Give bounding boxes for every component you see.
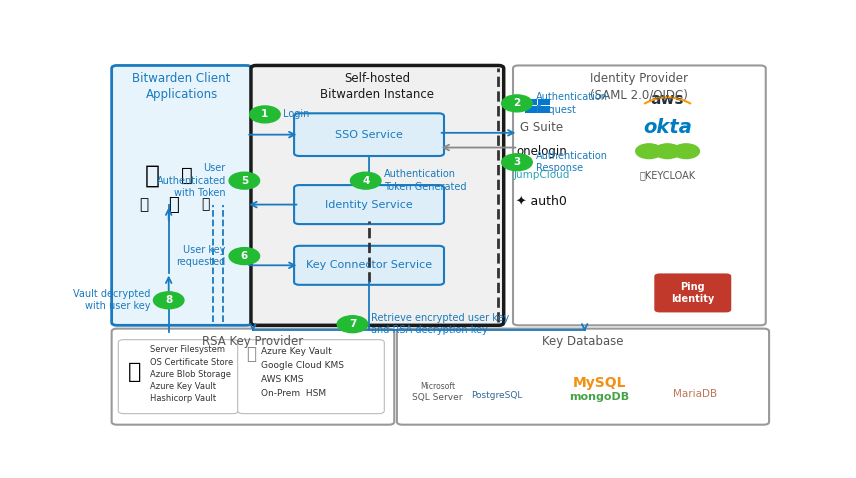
- FancyBboxPatch shape: [538, 106, 550, 113]
- Circle shape: [502, 95, 532, 112]
- Text: On-Prem  HSM: On-Prem HSM: [261, 389, 326, 398]
- FancyBboxPatch shape: [294, 113, 444, 156]
- FancyBboxPatch shape: [513, 65, 766, 326]
- Text: 📱: 📱: [139, 197, 148, 212]
- Text: Key Connector Service: Key Connector Service: [306, 261, 432, 271]
- Text: Microsoft: Microsoft: [419, 382, 455, 391]
- FancyBboxPatch shape: [525, 98, 537, 105]
- Circle shape: [502, 154, 532, 171]
- Text: Azure Key Vault: Azure Key Vault: [261, 348, 331, 356]
- Text: 1: 1: [261, 109, 269, 120]
- Text: okta: okta: [643, 118, 692, 137]
- Text: PostgreSQL: PostgreSQL: [472, 391, 523, 401]
- FancyBboxPatch shape: [251, 65, 503, 326]
- Text: 4: 4: [362, 175, 370, 185]
- FancyBboxPatch shape: [654, 273, 731, 313]
- FancyBboxPatch shape: [525, 106, 537, 113]
- Text: User key
requested: User key requested: [176, 245, 226, 267]
- Text: AWS KMS: AWS KMS: [261, 375, 303, 384]
- FancyBboxPatch shape: [294, 185, 444, 224]
- Text: Server Filesystem: Server Filesystem: [150, 346, 225, 355]
- Text: ✦ auth0: ✦ auth0: [516, 195, 567, 207]
- FancyBboxPatch shape: [397, 328, 769, 424]
- Text: SQL Server: SQL Server: [412, 393, 462, 402]
- Text: Bitwarden Client
Applications: Bitwarden Client Applications: [133, 72, 231, 101]
- Text: Azure Key Vault: Azure Key Vault: [150, 382, 216, 391]
- Text: 💻: 💻: [181, 166, 193, 185]
- Text: Vault decrypted
with user key: Vault decrypted with user key: [73, 289, 150, 312]
- Text: Identity Service: Identity Service: [325, 200, 413, 209]
- Text: aws: aws: [651, 92, 684, 107]
- Text: Azure Blob Storage: Azure Blob Storage: [150, 370, 231, 379]
- FancyBboxPatch shape: [238, 340, 384, 413]
- FancyBboxPatch shape: [538, 98, 550, 105]
- Text: 7: 7: [348, 319, 356, 329]
- Circle shape: [229, 172, 259, 189]
- Text: SSO Service: SSO Service: [335, 130, 403, 140]
- Text: 🏅: 🏅: [128, 362, 141, 382]
- Text: 📱: 📱: [201, 197, 210, 212]
- FancyBboxPatch shape: [118, 340, 238, 413]
- Text: G Suite: G Suite: [520, 121, 563, 134]
- Text: mongoDB: mongoDB: [569, 391, 629, 402]
- Text: Hashicorp Vault: Hashicorp Vault: [150, 394, 217, 403]
- Text: RSA Key Provider: RSA Key Provider: [202, 335, 304, 348]
- Text: 3: 3: [514, 157, 520, 167]
- Text: 6: 6: [241, 251, 248, 261]
- FancyBboxPatch shape: [294, 246, 444, 285]
- Text: onelogin: onelogin: [516, 145, 567, 158]
- Text: Retrieve encrypted user key
and RSA decryption key: Retrieve encrypted user key and RSA decr…: [371, 313, 509, 336]
- Circle shape: [636, 144, 663, 159]
- Text: 2: 2: [514, 98, 520, 109]
- Text: OS Certificate Store: OS Certificate Store: [150, 358, 234, 367]
- Circle shape: [654, 144, 681, 159]
- Text: Authentication
Response: Authentication Response: [536, 151, 608, 174]
- Circle shape: [229, 248, 259, 265]
- Text: Google Cloud KMS: Google Cloud KMS: [261, 361, 344, 370]
- Text: 8: 8: [165, 295, 172, 305]
- Circle shape: [673, 144, 699, 159]
- Text: 5: 5: [241, 175, 248, 185]
- Text: Login: Login: [283, 109, 310, 120]
- Circle shape: [153, 292, 184, 309]
- Circle shape: [337, 316, 368, 333]
- Text: 📱: 📱: [168, 196, 179, 214]
- Text: MariaDB: MariaDB: [674, 389, 717, 399]
- Text: JumpCloud: JumpCloud: [514, 170, 570, 180]
- Text: 🔑: 🔑: [247, 345, 257, 363]
- Circle shape: [350, 172, 381, 189]
- Text: 🖥: 🖥: [145, 163, 159, 187]
- Circle shape: [250, 106, 280, 123]
- Text: Key Database: Key Database: [542, 335, 624, 348]
- Text: Authentication
Token Generated: Authentication Token Generated: [384, 170, 467, 192]
- Text: Self-hosted
Bitwarden Instance: Self-hosted Bitwarden Instance: [320, 72, 434, 101]
- Text: Identity Provider
(SAML 2.0/OIDC): Identity Provider (SAML 2.0/OIDC): [591, 72, 688, 101]
- Text: Authentication
Request: Authentication Request: [536, 92, 608, 115]
- Text: 🔒KEYCLOAK: 🔒KEYCLOAK: [639, 170, 696, 180]
- Text: User
Authenticated
with Token: User Authenticated with Token: [157, 163, 226, 198]
- Text: Ping
Identity: Ping Identity: [671, 282, 715, 304]
- FancyBboxPatch shape: [111, 328, 395, 424]
- Text: MySQL: MySQL: [573, 376, 626, 390]
- FancyBboxPatch shape: [111, 65, 252, 326]
